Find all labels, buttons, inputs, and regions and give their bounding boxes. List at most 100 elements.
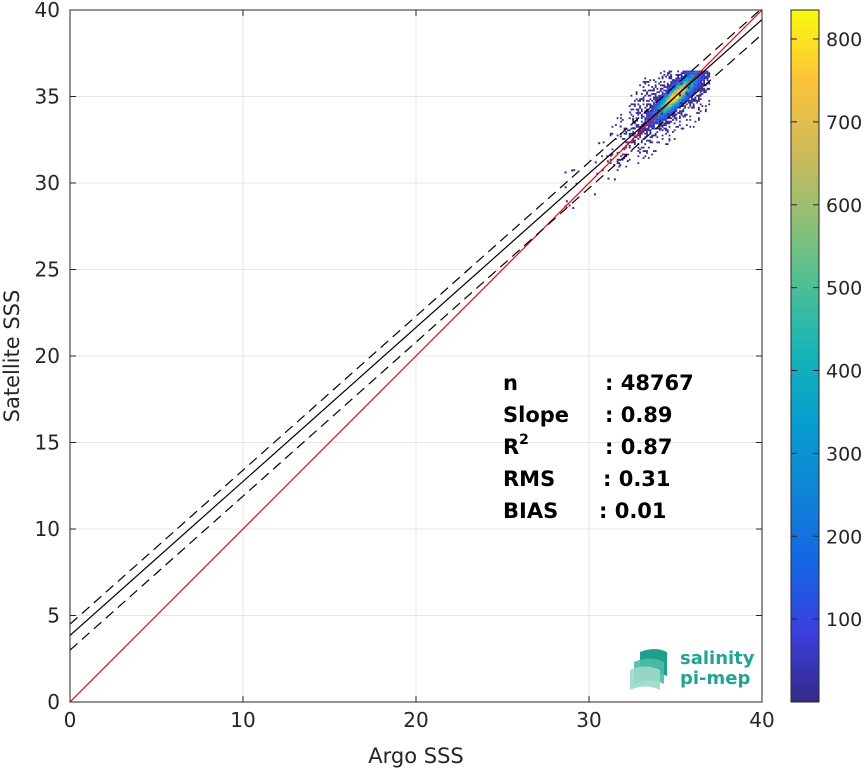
density-cell [654, 93, 657, 95]
density-cell [696, 89, 699, 92]
density-cell [647, 120, 650, 123]
colorbar-tick-label: 100 [826, 609, 862, 631]
density-cell [677, 74, 680, 77]
density-cell [616, 169, 619, 171]
density-cell [666, 87, 669, 90]
density-cell [661, 120, 664, 123]
density-cell [665, 118, 667, 121]
density-cell [654, 112, 657, 114]
density-cell [691, 75, 693, 78]
density-cell [672, 103, 674, 106]
density-cell [661, 125, 664, 128]
density-cell [684, 93, 686, 95]
density-cell [678, 101, 681, 104]
density-cell [699, 86, 702, 88]
density-cell [677, 84, 680, 87]
density-cell [665, 115, 667, 118]
density-cell [678, 112, 681, 114]
density-cell [659, 87, 662, 90]
density-cell [703, 80, 705, 83]
density-cell [606, 155, 609, 158]
density-cell [646, 99, 648, 102]
density-cell [649, 104, 652, 107]
density-cell [658, 106, 661, 109]
density-cell [647, 139, 650, 142]
density-cell [686, 93, 689, 96]
density-cell [697, 79, 700, 82]
density-cell [659, 121, 662, 124]
density-cell [663, 124, 666, 126]
colorbar: 100 200 300 400 500 600 700 800 [790, 9, 862, 703]
colorbar-tick-label: 600 [826, 195, 862, 217]
density-cell [627, 129, 629, 132]
density-cell [703, 79, 705, 82]
density-cell [666, 98, 669, 101]
density-cell [646, 113, 648, 116]
density-cell [689, 103, 692, 106]
density-cell [684, 89, 686, 92]
density-cell [680, 87, 683, 90]
density-cell [661, 75, 664, 78]
density-cell [701, 84, 704, 87]
density-cell [663, 86, 666, 88]
density-cell [598, 142, 601, 145]
density-cell [661, 103, 664, 106]
density-cell [706, 77, 709, 80]
density-cell [675, 77, 678, 80]
density-cell [640, 110, 643, 113]
density-cell [677, 87, 680, 90]
density-cell [704, 105, 707, 107]
density-cell [663, 98, 666, 101]
y-tick-label: 20 [35, 344, 60, 368]
density-cell [684, 79, 686, 82]
density-cell [663, 74, 666, 76]
density-cell [640, 93, 643, 95]
density-cell [639, 84, 641, 87]
density-cell [649, 136, 652, 139]
density-cell [687, 77, 690, 80]
density-cell [658, 117, 661, 120]
density-cell [687, 80, 690, 83]
density-cell [644, 82, 647, 85]
density-cell [632, 141, 635, 144]
density-cell [696, 80, 699, 83]
density-cell [699, 79, 702, 82]
density-cell [663, 117, 666, 120]
density-cell [657, 109, 660, 112]
density-cell [661, 77, 664, 80]
density-cell [672, 99, 674, 102]
density-cell [675, 98, 678, 101]
density-cell [666, 86, 669, 88]
density-cell [642, 157, 645, 159]
density-cell [687, 98, 690, 101]
density-cell [653, 110, 655, 113]
density-cell [694, 72, 697, 75]
density-cell [646, 112, 648, 114]
density-cell [659, 89, 662, 92]
density-cell [691, 89, 693, 92]
density-cell [666, 72, 669, 75]
x-tick-label: 20 [403, 708, 428, 732]
density-cell [640, 108, 643, 111]
density-cell [696, 84, 699, 87]
density-cell [661, 138, 664, 140]
density-cell [644, 80, 647, 83]
density-cell [697, 87, 700, 90]
density-cell [663, 94, 666, 97]
density-cell [675, 89, 678, 92]
density-cell [649, 113, 652, 116]
density-cell [678, 86, 681, 88]
density-cell [644, 117, 647, 120]
density-cell [694, 79, 697, 82]
density-cell [642, 129, 645, 132]
density-cell [640, 120, 643, 123]
density-cell [653, 87, 655, 90]
density-cell [644, 129, 647, 132]
density-cell [672, 87, 674, 90]
density-cell [647, 125, 650, 128]
density-cell [668, 134, 671, 137]
density-cell [697, 70, 700, 73]
density-cell [687, 106, 690, 109]
y-axis-label: Satellite SSS [0, 290, 24, 423]
density-cell [666, 94, 669, 97]
